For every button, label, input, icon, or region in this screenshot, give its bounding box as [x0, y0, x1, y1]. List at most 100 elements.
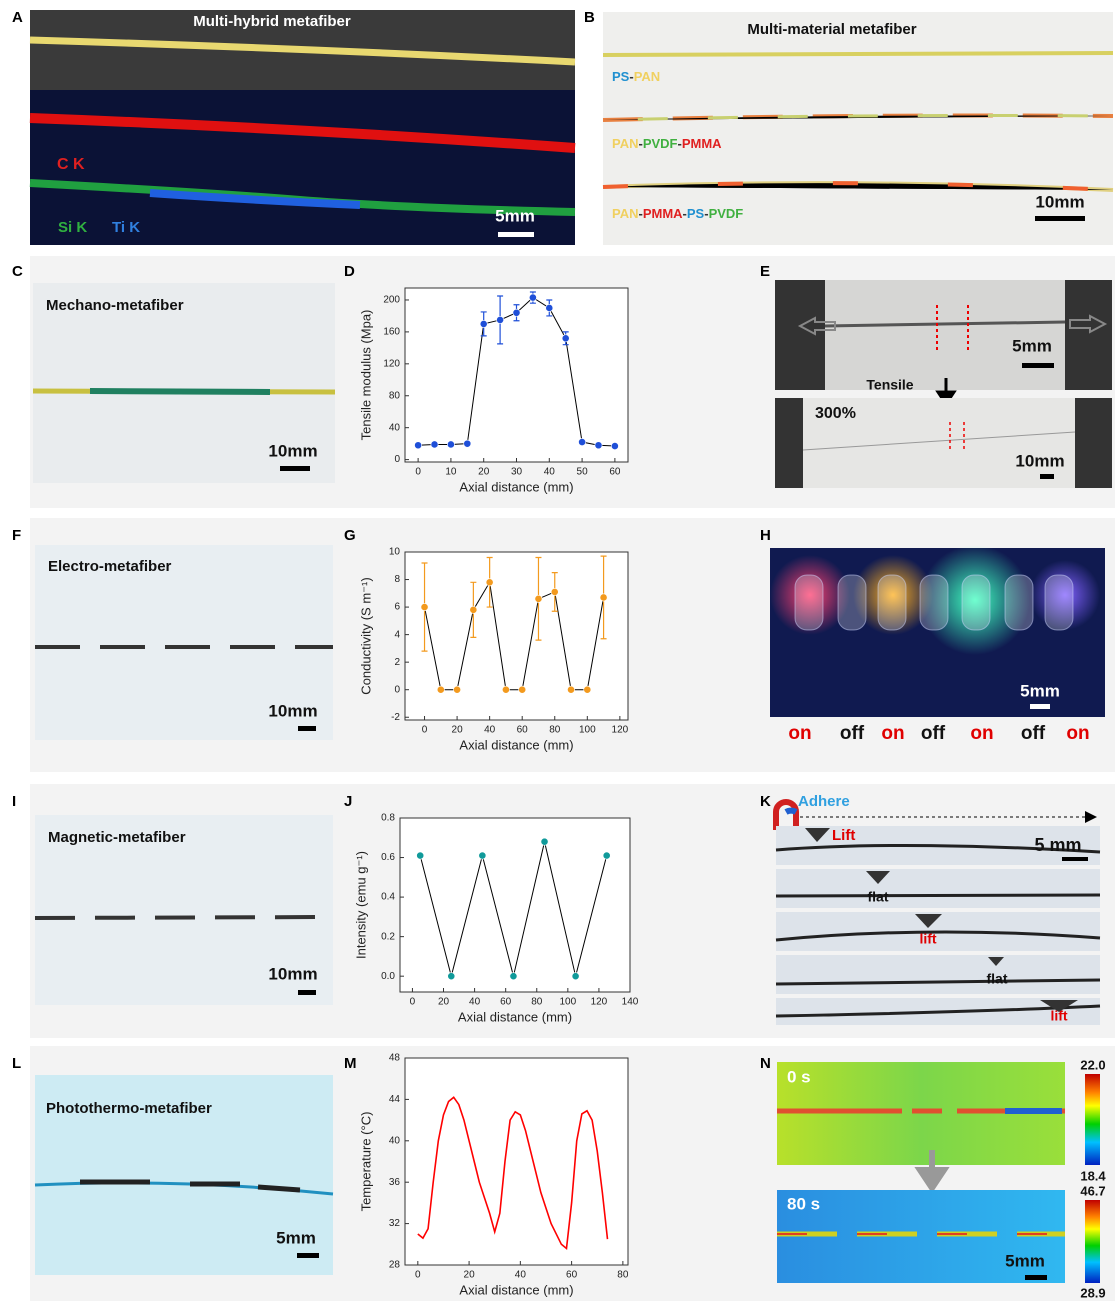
- panel-label: G: [344, 527, 356, 544]
- data-point: [502, 685, 510, 694]
- material: PS: [612, 69, 630, 84]
- panel-title: Magnetic-metafiber: [48, 829, 186, 846]
- fiber: [602, 114, 1114, 122]
- time-label: 80 s: [787, 1194, 820, 1213]
- y-tick-label: 120: [383, 358, 400, 369]
- y-tick-label: 44: [389, 1094, 401, 1105]
- y-tick-label: 40: [389, 1135, 401, 1146]
- arrow: [1085, 811, 1097, 823]
- x-tick-label: 120: [612, 725, 629, 736]
- data-point: [583, 685, 592, 694]
- x-axis-title: Axial distance (mm): [459, 1282, 573, 1297]
- colorbar-min: 18.4: [1080, 1168, 1106, 1183]
- fiber: [802, 431, 1076, 451]
- x-axis-title: Axial distance (mm): [458, 1009, 572, 1024]
- state-label: lift: [919, 931, 936, 947]
- colorbar-min: 28.9: [1080, 1285, 1105, 1300]
- panel-label: J: [344, 793, 352, 810]
- x-tick-label: 20: [464, 1270, 476, 1281]
- panel-label: F: [12, 527, 21, 544]
- data-point: [594, 441, 603, 450]
- data-point: [545, 304, 554, 312]
- material: PS: [687, 206, 705, 221]
- y-tick-label: 160: [383, 327, 400, 338]
- data-point: [561, 334, 570, 343]
- material: PVDF: [643, 136, 678, 151]
- scale-label: 5mm: [1012, 336, 1052, 355]
- data-point: [578, 438, 586, 446]
- fiber-label: PAN-PMMA-PS-PVDF: [612, 206, 743, 221]
- data-point: [534, 594, 543, 603]
- fiber: [824, 320, 1066, 328]
- y-tick-label: 0.8: [381, 813, 395, 824]
- scale-label: 5mm: [1005, 1251, 1045, 1270]
- y-tick-label: 8: [394, 574, 400, 585]
- panel-label: B: [584, 9, 595, 26]
- x-axis-title: Axial distance (mm): [459, 479, 573, 494]
- x-tick-label: 40: [515, 1270, 527, 1281]
- x-tick-label: 80: [617, 1270, 629, 1281]
- eds-map: [30, 90, 575, 245]
- colorbar-max: 46.7: [1080, 1183, 1105, 1198]
- strain-label: 300%: [815, 405, 856, 422]
- y-tick-label: 0.2: [381, 931, 395, 942]
- panel-title: Photothermo-metafiber: [46, 1100, 212, 1117]
- y-tick-label: 48: [389, 1053, 401, 1064]
- data-point: [602, 851, 611, 860]
- y-tick-label: 36: [389, 1177, 401, 1188]
- scale-label: 10mm: [1035, 192, 1084, 211]
- photo: [35, 1075, 333, 1275]
- scale-bar: [298, 726, 316, 731]
- data-point: [485, 578, 494, 587]
- x-tick-label: 50: [577, 467, 589, 478]
- y-tick-label: 0: [394, 684, 400, 695]
- k-strips: [775, 826, 1101, 1025]
- x-tick-label: 0: [415, 1270, 421, 1281]
- fiber: [34, 915, 334, 920]
- x-tick-label: 20: [452, 725, 464, 736]
- separator: -: [683, 206, 687, 221]
- photo: [775, 398, 1112, 488]
- photo: [33, 283, 335, 483]
- x-tick-label: 120: [591, 997, 608, 1008]
- y-tick-label: 4: [394, 629, 400, 640]
- photo: [775, 280, 1112, 390]
- photo: [35, 815, 333, 1005]
- scale-bar: [1035, 216, 1085, 221]
- clamp: [775, 398, 803, 488]
- material: PAN: [634, 69, 660, 84]
- y-tick-label: 2: [394, 657, 400, 668]
- data-point: [571, 972, 580, 981]
- data-point: [518, 685, 527, 694]
- x-tick-label: 0: [422, 725, 428, 736]
- fiber-label: PAN-PVDF-PMMA: [612, 136, 722, 151]
- data-point: [414, 441, 423, 450]
- panel-label: L: [12, 1055, 21, 1072]
- state-label: flat: [987, 971, 1008, 987]
- x-tick-label: 40: [544, 467, 556, 478]
- data-point: [599, 593, 608, 602]
- scale-bar: [1022, 363, 1054, 368]
- data-point: [430, 440, 439, 449]
- panel-title: Electro-metafiber: [48, 558, 172, 575]
- panel-label: H: [760, 527, 771, 544]
- y-tick-label: 28: [389, 1260, 401, 1271]
- data-point: [610, 442, 619, 450]
- led-states: on off on off on off on: [788, 723, 1089, 744]
- material: PAN: [612, 136, 638, 151]
- fiber: [602, 51, 1114, 57]
- element-label: Ti K: [112, 219, 140, 236]
- separator: -: [629, 69, 633, 84]
- fiber-label: PS-PAN: [612, 69, 660, 84]
- y-tick-label: 0.4: [381, 892, 395, 903]
- x-tick-label: 10: [445, 467, 457, 478]
- panel-title: Multi-hybrid metafiber: [193, 13, 351, 30]
- led-glow: [920, 545, 1030, 655]
- scale-label: 5mm: [1020, 681, 1060, 700]
- panel-title: Multi-material metafiber: [747, 21, 916, 38]
- data-point: [479, 320, 488, 328]
- data-point: [453, 685, 461, 694]
- scale-bar: [1030, 704, 1050, 709]
- state-label: lift: [1050, 1008, 1067, 1024]
- scale-bar: [1062, 857, 1088, 861]
